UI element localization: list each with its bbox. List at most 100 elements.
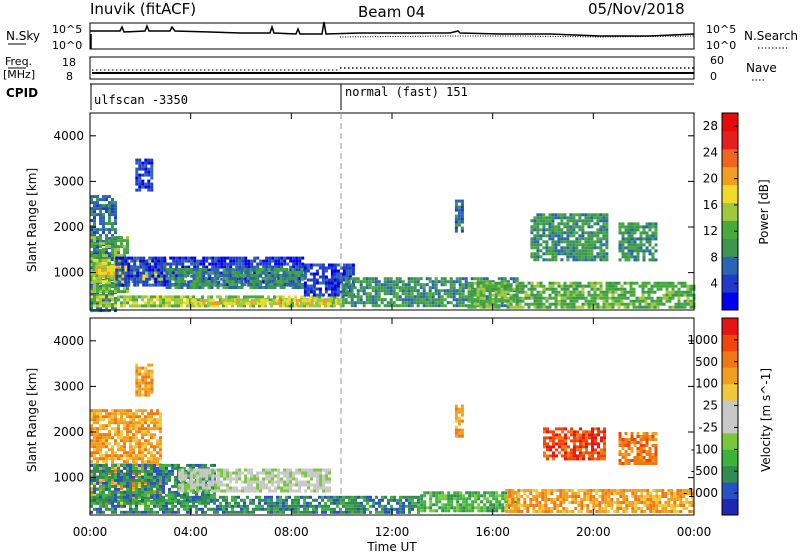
velocity-cell-2 (150, 499, 153, 503)
power-cell-6 (300, 283, 304, 286)
velocity-cell-0 (156, 439, 159, 443)
power-cell-5 (250, 265, 254, 269)
power-cell-7 (162, 304, 165, 308)
power-cell-0 (90, 210, 93, 214)
velocity-cell-3 (271, 474, 275, 478)
velocity-cell-0 (144, 409, 147, 413)
power-cell-12 (521, 284, 525, 288)
power-cell-14 (627, 246, 631, 250)
power-cell-1 (102, 287, 105, 291)
power-cell-4 (150, 161, 154, 165)
velocity-cell-3 (250, 468, 254, 472)
velocity-cell-3 (283, 483, 287, 487)
power-cell-7 (300, 295, 303, 299)
power-cell-12 (650, 296, 654, 300)
velocity-cell-1 (144, 372, 148, 376)
velocity-cell-2 (123, 493, 126, 497)
power-cell-10 (407, 298, 411, 302)
power-cell-13 (584, 240, 588, 244)
power-cell-6 (216, 286, 220, 289)
velocity-cell-1 (135, 384, 139, 388)
velocity-cell-2 (171, 490, 174, 494)
power-cell-10 (362, 301, 366, 305)
power-cell-6 (261, 286, 265, 289)
power-cell-12 (659, 287, 663, 291)
power-cell-5 (124, 274, 128, 278)
power-cell-12 (506, 305, 510, 309)
freq-left-label-1: Freq. (5, 55, 32, 68)
velocity-cell-3 (211, 468, 215, 472)
beam-title: Beam 04 (358, 3, 425, 21)
power-cell-5 (124, 283, 128, 287)
power-cell-13 (560, 246, 564, 250)
power-cell-10 (413, 286, 417, 290)
velocity-cell-2 (153, 484, 156, 488)
power-cell-5 (151, 265, 155, 269)
velocity-cell-0 (141, 424, 144, 428)
power-cell-14 (627, 231, 631, 235)
power-cell-10 (392, 286, 396, 290)
power-cell-5 (211, 259, 215, 263)
power-cell-7 (312, 295, 315, 299)
velocity-cell-0 (126, 460, 129, 464)
power-cell-7 (198, 298, 201, 302)
power-cell-7 (303, 295, 306, 299)
power-cell-7 (327, 304, 330, 308)
velocity-cell-3 (253, 480, 257, 484)
velocity-cell-2 (147, 472, 150, 476)
power-cell-0 (96, 282, 99, 286)
velocity-cell-2 (123, 466, 126, 470)
power-cell-13 (569, 231, 573, 235)
power-cell-6 (165, 271, 169, 274)
power-cell-5 (160, 283, 164, 287)
power-cell-10 (407, 295, 411, 299)
power-cell-1 (93, 254, 96, 258)
power-cell-13 (551, 243, 555, 247)
power-cell-5 (136, 256, 140, 260)
velocity-cell-3 (289, 477, 293, 481)
velocity-cell-0 (108, 430, 111, 434)
power-cell-5 (196, 259, 200, 263)
power-cell-3 (110, 268, 113, 272)
velocity-cell-3 (247, 477, 251, 481)
power-cell-5 (154, 265, 158, 269)
velocity-cell-2 (159, 493, 162, 497)
velocity-cell-0 (159, 442, 162, 446)
velocity-cell-0 (117, 433, 120, 437)
power-cell-12 (536, 302, 540, 306)
power-cell-7 (315, 301, 318, 305)
power-cell-10 (386, 280, 390, 284)
power-cell-12 (623, 287, 627, 291)
power-cell-13 (602, 243, 606, 247)
power-cell-13 (548, 249, 552, 253)
velocity-cell-0 (117, 448, 120, 452)
power-cell-12 (647, 305, 651, 309)
power-cell-7 (135, 295, 138, 299)
power-cell-6 (192, 280, 196, 283)
velocity-cell-3 (211, 489, 215, 493)
power-cell-12 (545, 299, 549, 303)
power-cell-12 (686, 290, 690, 294)
power-cell-13 (584, 246, 588, 250)
power-cell-12 (524, 290, 528, 294)
power-cell-12 (509, 302, 513, 306)
velocity-cell-2 (174, 493, 177, 497)
velocity-cell-2 (147, 484, 150, 488)
power-cell-1 (99, 239, 102, 243)
power-cell-5 (196, 265, 200, 269)
power-cell-5 (151, 283, 155, 287)
power-cell-6 (228, 268, 232, 271)
power-cell-7 (240, 298, 243, 302)
power-cell-1 (114, 242, 117, 246)
power-cell-13 (587, 231, 591, 235)
power-cell-5 (262, 280, 266, 284)
power-cell-0 (102, 216, 105, 220)
power-cell-9 (303, 272, 307, 276)
power-cell-5 (292, 262, 296, 266)
power-cell-12 (680, 305, 684, 309)
power-cell-12 (662, 302, 666, 306)
power-cell-10 (440, 280, 444, 284)
velocity-cell-2 (165, 466, 168, 470)
velocity-cell-1 (144, 384, 148, 388)
velocity-cell-0 (99, 424, 102, 428)
